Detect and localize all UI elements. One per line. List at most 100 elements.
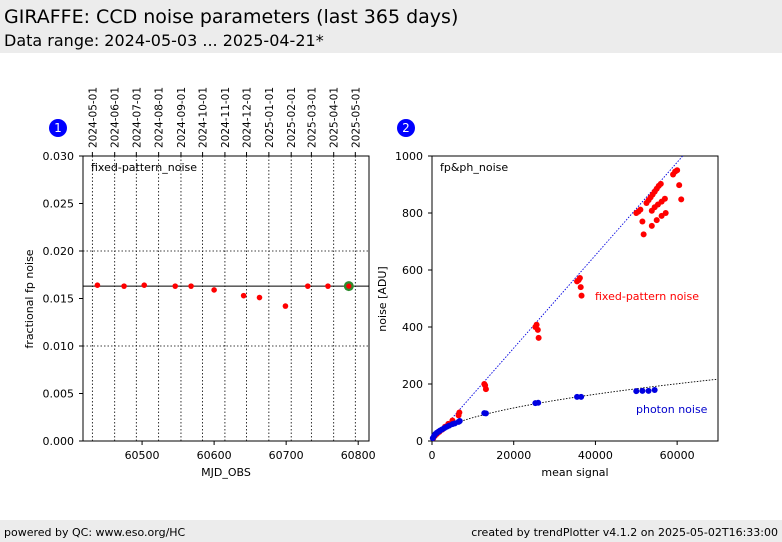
photon-noise-label: photon noise xyxy=(636,403,708,416)
fp-panel-ylabel: fractional fp noise xyxy=(23,249,36,348)
page-title: GIRAFFE: CCD noise parameters (last 365 … xyxy=(4,6,459,28)
date-tick-label: 2025-04-01 xyxy=(329,87,341,148)
x-tick-label: 60700 xyxy=(269,449,304,462)
date-tick-label: 2024-06-01 xyxy=(110,87,122,148)
y-tick-label: 0.030 xyxy=(43,150,75,163)
header-bar: GIRAFFE: CCD noise parameters (last 365 … xyxy=(0,0,782,53)
noise-panel-frame xyxy=(431,155,719,442)
fp-noise-point xyxy=(637,206,644,213)
x-tick-label: 40000 xyxy=(578,449,613,462)
fp-panel-ticks: 60500 60600 60700 60800 0.000 0.005 0.010 0.015… xyxy=(43,150,376,462)
noise-panel-annotation: fp&ph_noise xyxy=(440,161,508,174)
photon-noise-point xyxy=(651,386,658,393)
fp-noise-point xyxy=(648,222,655,229)
photon-noise-point xyxy=(645,387,652,394)
fp-fit-line xyxy=(431,155,683,442)
fp-data-point xyxy=(304,283,311,289)
fp-noise-point xyxy=(676,182,683,189)
date-tick-label: 2025-01-01 xyxy=(264,87,276,148)
fp-noise-point xyxy=(653,217,660,224)
x-tick-label: 60500 xyxy=(125,449,160,462)
y-tick-label: 200 xyxy=(402,378,423,391)
fp-data-point xyxy=(141,282,148,289)
x-tick-label: 0 xyxy=(429,449,436,462)
date-tick-label: 2024-07-01 xyxy=(131,87,143,148)
y-tick-label: 0.025 xyxy=(43,198,75,211)
fp-panel-annotation: fixed-pattern_noise xyxy=(91,161,197,174)
fp-noise-point xyxy=(640,231,647,238)
date-tick-label: 2024-10-01 xyxy=(198,87,210,148)
photon-noise-point xyxy=(456,418,463,425)
date-tick-label: 2024-05-01 xyxy=(87,87,99,148)
y-tick-label: 600 xyxy=(402,264,423,277)
fp-noise-point xyxy=(482,386,489,393)
fp-noise-point xyxy=(576,274,583,281)
noise-panel-points xyxy=(429,167,685,442)
noise-panel-ylabel: noise [ADU] xyxy=(376,266,389,331)
fp-panel-grid xyxy=(83,156,369,441)
page-subtitle: Data range: 2024-05-03 ... 2025-04-21* xyxy=(4,31,324,50)
fp-data-point xyxy=(256,294,263,301)
fp-noise-point xyxy=(577,284,584,291)
photon-noise-point xyxy=(482,410,489,417)
latest-point-core xyxy=(346,283,352,289)
fp-noise-point xyxy=(639,218,646,225)
fp-data-point xyxy=(211,287,217,293)
panel-1-badge: 1 xyxy=(54,121,62,135)
footer-bar: powered by QC: www.eso.org/HC created by… xyxy=(0,520,782,542)
panel-1-badge-circle xyxy=(49,119,67,137)
fp-noise-point xyxy=(674,167,681,174)
noise-panel-ticks: 0 20000 40000 60000 0 200 400 600 800 1000 xyxy=(395,150,695,462)
y-tick-label: 400 xyxy=(402,321,423,334)
y-tick-label: 0 xyxy=(416,435,423,448)
fp-panel-points xyxy=(83,281,369,309)
fp-noise-point xyxy=(534,326,541,333)
y-tick-label: 800 xyxy=(402,207,423,220)
x-tick-label: 60800 xyxy=(341,449,376,462)
y-tick-label: 0.020 xyxy=(43,245,75,258)
date-tick-label: 2024-08-01 xyxy=(154,87,166,148)
panel-2-badge-circle xyxy=(397,119,415,137)
footer-credit: powered by QC: www.eso.org/HC xyxy=(4,526,186,539)
footer-created-by: created by trendPlotter v4.1.2 on 2025-0… xyxy=(471,526,778,539)
fp-noise-point xyxy=(662,210,669,216)
y-tick-label: 0.015 xyxy=(43,293,75,306)
date-tick-label: 2024-09-01 xyxy=(176,87,188,148)
fp-data-point xyxy=(94,282,101,289)
photon-noise-point xyxy=(633,388,640,395)
photon-noise-point xyxy=(535,399,542,406)
date-tick-label: 2025-03-01 xyxy=(306,87,318,148)
fp-data-point xyxy=(121,283,127,289)
date-tick-label: 2025-05-01 xyxy=(350,87,362,148)
fp-noise-point xyxy=(533,321,540,328)
fp-data-point xyxy=(240,292,247,299)
x-tick-label: 60600 xyxy=(197,449,232,462)
date-tick-label: 2024-12-01 xyxy=(242,87,254,148)
y-tick-label: 0.005 xyxy=(43,388,75,401)
fp-noise-point xyxy=(456,409,463,416)
fp-noise-point xyxy=(678,196,685,203)
x-tick-label: 60000 xyxy=(660,449,695,462)
panel-2-badge: 2 xyxy=(402,121,410,135)
photon-noise-point xyxy=(578,393,585,400)
photon-noise-point xyxy=(639,387,646,394)
fp-data-point xyxy=(282,303,289,309)
fp-panel-date-axis: 2024-05-01 2024-06-01 2024-07-01 2024-08-01… xyxy=(87,87,362,156)
fp-panel-frame xyxy=(82,155,370,442)
fp-noise-trend-panel: 60500 60600 60700 60800 0.000 0.005 0.010 0.015… xyxy=(23,87,376,479)
date-tick-label: 2025-02-01 xyxy=(286,87,298,148)
fp-ph-noise-panel: 0 20000 40000 60000 0 200 400 600 800 1000 2 fp&p… xyxy=(376,119,719,479)
y-tick-label: 0.010 xyxy=(43,340,75,353)
y-tick-label: 0.000 xyxy=(43,435,75,448)
fp-noise-point xyxy=(661,195,668,202)
fp-data-point xyxy=(172,283,179,289)
fp-panel-xlabel: MJD_OBS xyxy=(201,466,251,479)
fp-data-point xyxy=(325,283,331,289)
y-tick-label: 1000 xyxy=(395,150,423,163)
fixed-pattern-noise-label: fixed-pattern noise xyxy=(595,290,699,303)
date-tick-label: 2024-11-01 xyxy=(220,87,232,148)
fp-noise-point xyxy=(535,334,542,341)
x-tick-label: 20000 xyxy=(496,449,531,462)
fp-data-point xyxy=(188,283,194,289)
